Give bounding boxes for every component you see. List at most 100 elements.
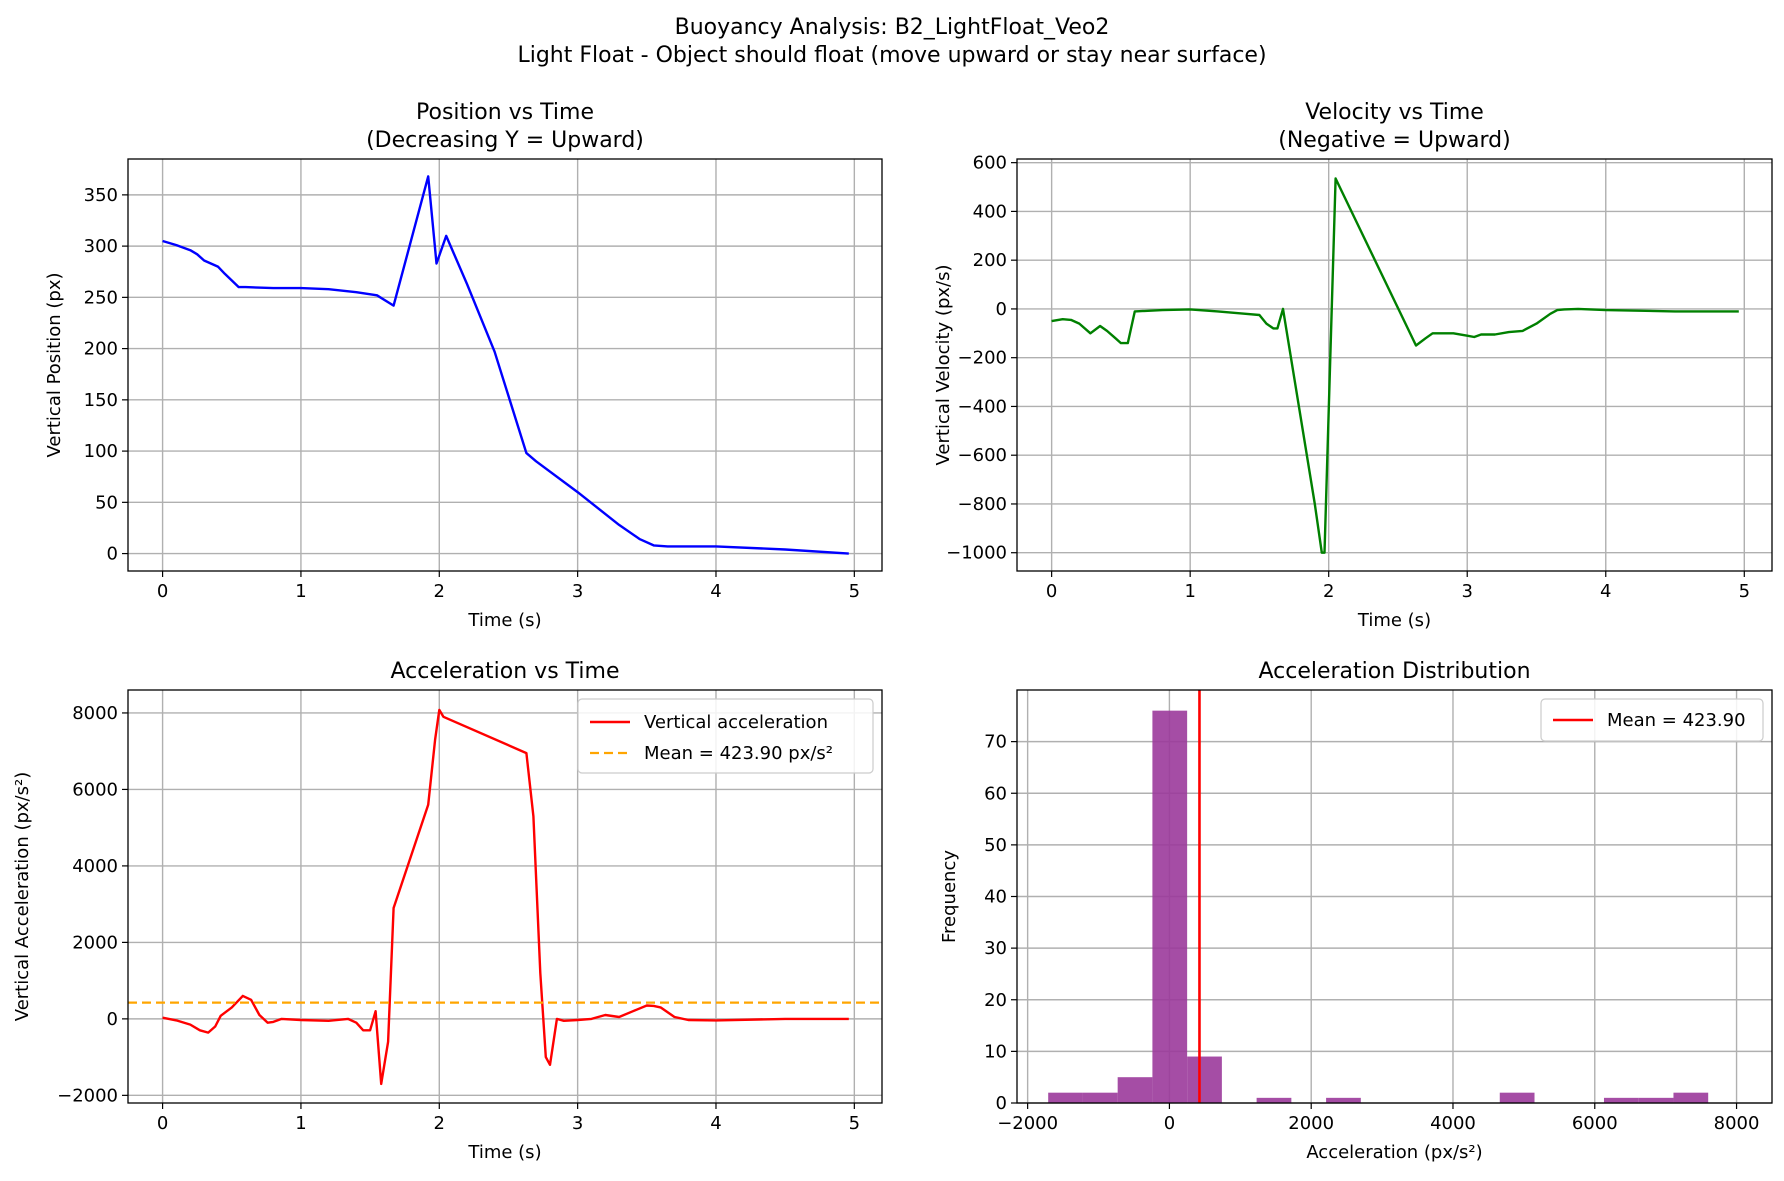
histogram-bar: [1082, 1092, 1118, 1103]
plot-area: [162, 175, 849, 555]
x-tick-label: −2000: [997, 1113, 1058, 1134]
y-tick-label: 0: [996, 1093, 1007, 1114]
series-line: [162, 708, 849, 1086]
axes-frame: [1016, 158, 1773, 572]
x-tick-label: 4000: [1430, 1113, 1476, 1134]
axes-frame: [127, 158, 883, 572]
chart-title-line: (Decreasing Y = Upward): [366, 128, 644, 153]
series-line: [162, 175, 849, 555]
y-tick-label: 300: [84, 236, 118, 257]
x-tick-label: 0: [1046, 581, 1057, 602]
legend: Mean = 423.90: [1540, 698, 1764, 742]
histogram-bar: [1326, 1097, 1361, 1103]
series-line: [1051, 177, 1739, 554]
x-axis-label: Time (s): [467, 610, 541, 631]
legend-label-mean: Mean = 423.90: [1607, 710, 1746, 731]
y-tick-label: 8000: [72, 703, 118, 724]
y-tick-label: 150: [84, 390, 118, 411]
y-tick-label: 0: [107, 1009, 118, 1030]
x-tick-label: 2: [434, 581, 445, 602]
y-tick-label: 2000: [72, 932, 118, 953]
y-tick-label: 40: [984, 887, 1007, 908]
y-tick-label: −400: [958, 396, 1007, 417]
histogram-bar: [1638, 1097, 1674, 1103]
y-axis-label: Vertical Velocity (px/s): [933, 265, 954, 466]
x-tick-label: 5: [1739, 581, 1750, 602]
x-tick-label: 5: [849, 1113, 860, 1134]
y-tick-label: 0: [996, 299, 1007, 320]
y-tick-label: −2000: [57, 1085, 118, 1106]
histogram-bar: [1673, 1092, 1709, 1103]
grid: [1017, 159, 1772, 571]
y-tick-label: −600: [958, 445, 1007, 466]
histogram-bar: [1048, 1092, 1083, 1103]
legend-box: [1540, 698, 1764, 742]
x-tick-label: 3: [572, 581, 583, 602]
position-vs-time-chart: Position vs Time (Decreasing Y = Upward) 0…: [44, 100, 883, 631]
x-tick-label: 0: [157, 1113, 168, 1134]
x-tick-label: 1: [1184, 581, 1195, 602]
y-tick-label: −200: [958, 348, 1007, 369]
x-tick-label: 1: [295, 581, 306, 602]
x-tick-label: 5: [849, 581, 860, 602]
legend: Vertical acceleration Mean = 423.90 px/s²: [577, 698, 874, 774]
x-tick-label: 0: [1164, 1113, 1175, 1134]
x-tick-label: 3: [1462, 581, 1473, 602]
acceleration-vs-time-chart: Acceleration vs Time 0 1 2 3 4 5 −2000 0 2000 4000…: [12, 659, 883, 1163]
histogram-bar: [1152, 710, 1188, 1103]
plot-area: [1048, 690, 1709, 1103]
y-tick-label: 30: [984, 938, 1007, 959]
figure-title-line1: Buoyancy Analysis: B2_LightFloat_Veo2: [675, 15, 1110, 40]
x-tick-label: 4: [1600, 581, 1611, 602]
y-tick-label: 100: [84, 441, 118, 462]
legend-label-acceleration: Vertical acceleration: [644, 712, 828, 733]
y-tick-label: 200: [84, 339, 118, 360]
y-axis-label: Vertical Position (px): [44, 272, 65, 457]
chart-title-line: Acceleration Distribution: [1258, 659, 1530, 684]
chart-title-line: Position vs Time: [416, 100, 594, 125]
acceleration-distribution-chart: Acceleration Distribution−2000 0 2000 4000 6…: [939, 659, 1773, 1163]
x-axis-label: Time (s): [1357, 610, 1431, 631]
velocity-vs-time-chart: Velocity vs Time (Negative = Upward) 0 1 2 3 4…: [933, 100, 1773, 631]
x-tick-label: 1: [295, 1113, 306, 1134]
histogram-bar: [1603, 1097, 1639, 1103]
histogram-bar: [1117, 1077, 1153, 1103]
y-tick-label: 10: [984, 1041, 1007, 1062]
plot-area: [128, 708, 882, 1086]
y-tick-label: 200: [973, 250, 1007, 271]
legend-label-mean: Mean = 423.90 px/s²: [644, 743, 833, 764]
x-axis-label: Acceleration (px/s²): [1306, 1142, 1482, 1163]
chart-title-line: (Negative = Upward): [1278, 128, 1510, 153]
y-tick-label: 20: [984, 990, 1007, 1011]
grid: [128, 159, 882, 571]
y-tick-label: 50: [984, 835, 1007, 856]
x-tick-label: 4: [710, 1113, 721, 1134]
y-tick-label: 60: [984, 783, 1007, 804]
histogram-bar: [1256, 1097, 1292, 1103]
grid: [1017, 690, 1772, 1104]
chart-title-line: Acceleration vs Time: [390, 659, 619, 684]
x-axis-label: Time (s): [467, 1142, 541, 1163]
y-axis-label: Frequency: [939, 850, 960, 943]
x-tick-label: 6000: [1572, 1113, 1618, 1134]
x-tick-label: 3: [572, 1113, 583, 1134]
x-tick-label: 8000: [1714, 1113, 1760, 1134]
chart-title-line: Velocity vs Time: [1305, 100, 1484, 125]
x-tick-label: 4: [710, 581, 721, 602]
y-tick-label: 400: [973, 201, 1007, 222]
histogram-bar: [1499, 1092, 1535, 1103]
histogram-bar: [1187, 1056, 1222, 1103]
y-tick-label: −1000: [946, 543, 1007, 564]
x-tick-label: 0: [157, 581, 168, 602]
legend-box: [577, 698, 874, 774]
x-tick-label: 2: [434, 1113, 445, 1134]
x-tick-label: 2000: [1288, 1113, 1334, 1134]
y-tick-label: −800: [958, 494, 1007, 515]
y-tick-label: 4000: [72, 856, 118, 877]
axes-frame: [127, 689, 883, 1104]
y-axis-label: Vertical Acceleration (px/s²): [12, 772, 33, 1021]
figure-title-line2: Light Float - Object should float (move …: [517, 43, 1266, 68]
y-tick-label: 70: [984, 732, 1007, 753]
y-tick-label: 50: [95, 492, 118, 513]
